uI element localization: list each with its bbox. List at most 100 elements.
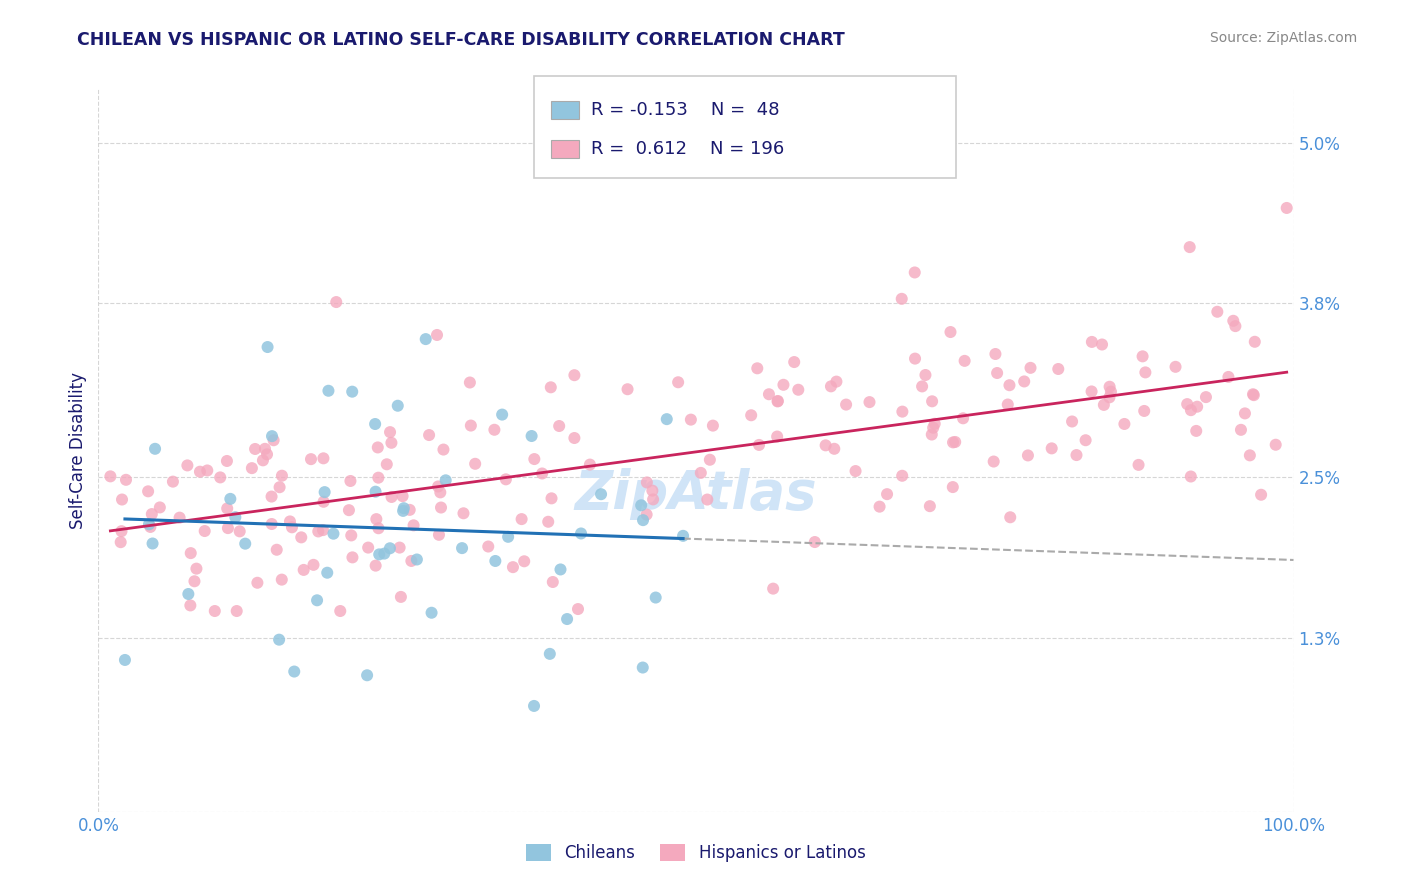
Point — [1047, 362, 1070, 376]
Point — [699, 452, 721, 467]
Point — [142, 536, 165, 550]
Point — [1225, 319, 1247, 334]
Point — [672, 529, 695, 543]
Point — [631, 660, 654, 674]
Point — [367, 471, 389, 485]
Point — [283, 665, 305, 679]
Point — [636, 475, 658, 490]
Point — [766, 429, 789, 443]
Point — [502, 560, 524, 574]
Point — [858, 395, 880, 409]
Point — [339, 474, 361, 488]
Point — [418, 428, 440, 442]
Point — [679, 412, 702, 426]
Point — [364, 417, 387, 431]
Point — [1135, 365, 1157, 379]
Point — [256, 447, 278, 461]
Point — [401, 554, 423, 568]
Point — [1164, 359, 1187, 374]
Point — [1243, 334, 1265, 349]
Point — [177, 587, 200, 601]
Point — [1114, 417, 1136, 431]
Point — [219, 491, 242, 506]
Point — [380, 490, 402, 504]
Point — [149, 500, 172, 515]
Point — [302, 558, 325, 572]
Point — [281, 520, 304, 534]
Point — [766, 394, 789, 409]
Point — [415, 332, 437, 346]
Point — [520, 429, 543, 443]
Point — [337, 503, 360, 517]
Point — [389, 590, 412, 604]
Point — [402, 518, 425, 533]
Point — [1080, 384, 1102, 399]
Point — [555, 612, 578, 626]
Point — [579, 458, 602, 472]
Point — [942, 435, 965, 450]
Point — [984, 347, 1007, 361]
Legend: Chileans, Hispanics or Latinos: Chileans, Hispanics or Latinos — [520, 837, 872, 869]
Point — [921, 427, 943, 442]
Point — [942, 480, 965, 494]
Point — [1222, 314, 1244, 328]
Point — [217, 501, 239, 516]
Point — [110, 524, 132, 538]
Point — [943, 434, 966, 449]
Point — [246, 575, 269, 590]
Point — [1175, 397, 1198, 411]
Point — [1230, 423, 1253, 437]
Point — [451, 541, 474, 555]
Point — [312, 451, 335, 466]
Point — [823, 442, 845, 456]
Point — [876, 487, 898, 501]
Point — [835, 398, 858, 412]
Point — [1099, 384, 1122, 399]
Point — [322, 526, 344, 541]
Point — [458, 376, 481, 390]
Point — [430, 500, 453, 515]
Point — [537, 515, 560, 529]
Point — [209, 470, 232, 484]
Point — [307, 524, 329, 539]
Point — [513, 554, 536, 568]
Point — [939, 325, 962, 339]
Point — [176, 458, 198, 473]
Point — [253, 442, 276, 456]
Point — [953, 354, 976, 368]
Point — [1241, 387, 1264, 401]
Point — [484, 423, 506, 437]
Point — [204, 604, 226, 618]
Point — [911, 379, 934, 393]
Point — [845, 464, 868, 478]
Point — [772, 377, 794, 392]
Point — [342, 550, 364, 565]
Point — [1233, 406, 1256, 420]
Point — [914, 368, 936, 382]
Point — [269, 632, 291, 647]
Point — [1178, 240, 1201, 254]
Point — [243, 442, 266, 456]
Point — [307, 593, 329, 607]
Point — [804, 535, 827, 549]
Point — [998, 378, 1021, 392]
Point — [1250, 488, 1272, 502]
Point — [143, 442, 166, 456]
Point — [569, 526, 592, 541]
Point — [1091, 337, 1114, 351]
Point — [952, 411, 974, 425]
Point — [217, 521, 239, 535]
Point — [538, 647, 561, 661]
Text: R = -0.153    N =  48: R = -0.153 N = 48 — [591, 101, 779, 119]
Point — [641, 483, 664, 498]
Point — [256, 340, 278, 354]
Point — [1066, 448, 1088, 462]
Point — [460, 418, 482, 433]
Point — [904, 265, 927, 279]
Point — [427, 479, 450, 493]
Point — [1239, 448, 1261, 462]
Point — [1133, 404, 1156, 418]
Point — [1040, 442, 1063, 456]
Point — [290, 530, 312, 544]
Point — [918, 499, 941, 513]
